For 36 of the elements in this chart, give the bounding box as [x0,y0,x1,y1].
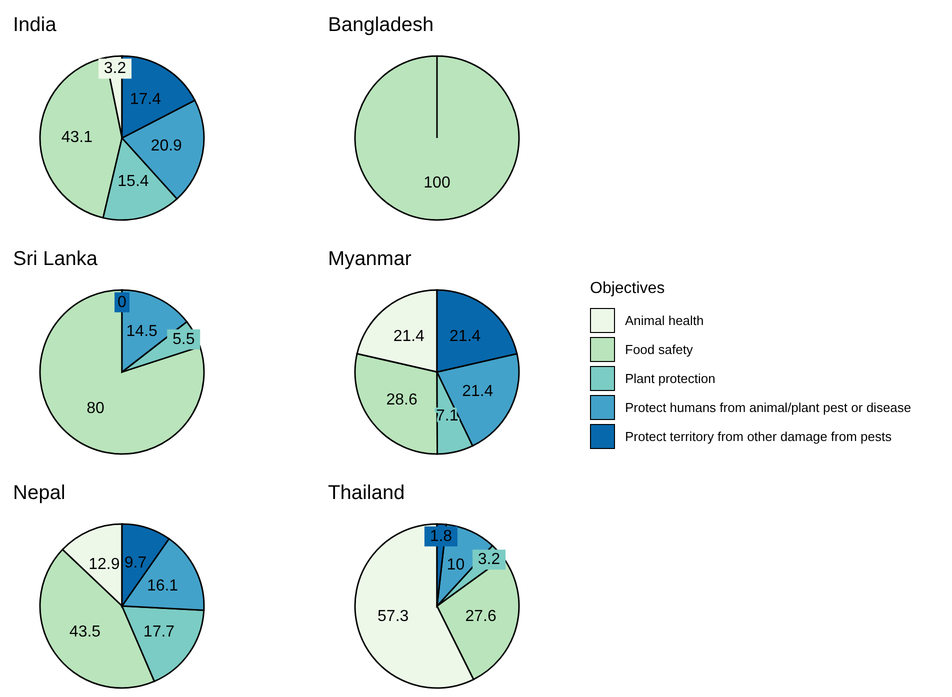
data-label: 80 [86,400,104,417]
chart-title: Nepal [13,482,66,505]
data-label: 57.3 [378,608,409,625]
data-label: 21.4 [450,328,481,346]
data-label: 12.9 [88,556,120,574]
text: 0 [118,294,126,311]
data-label: 20.9 [150,138,182,155]
data-label: 1.8 [430,528,452,545]
data-label: 21.4 [393,328,425,346]
data-label: 9.7 [124,554,147,572]
data-label: 43.1 [61,128,93,146]
data-label: 16.1 [146,578,178,595]
data-label: 5.5 [172,330,195,348]
legend-title: Objectives [590,280,666,298]
data-label: 28.6 [386,392,418,409]
legend-label: Food safety [625,342,693,357]
data-label: 15.4 [118,173,149,190]
legend-label: Protect humans from animal/plant pest or disease [625,400,912,415]
legend-label: Protect territory from other damage from pests [625,429,892,444]
data-label: 3.2 [104,60,126,78]
data-label: 3.2 [478,551,500,568]
data-label: 100 [424,174,450,192]
data-label: 17.4 [130,90,162,108]
legend-label: Plant protection [625,371,716,386]
data-label: 14.5 [126,323,158,340]
data-label: 27.6 [465,608,496,626]
data-label: 43.5 [69,623,101,640]
data-label: 17.7 [143,623,175,640]
chart-title: Thailand [328,482,405,505]
chart-title: India [13,14,56,37]
legend-label: Animal health [625,313,704,328]
data-label: 10 [446,556,465,574]
data-label: 21.4 [462,383,494,400]
chart-title: Bangladesh [328,14,434,37]
chart-title: Sri Lanka [13,248,98,271]
chart-title: Myanmar [328,248,412,271]
